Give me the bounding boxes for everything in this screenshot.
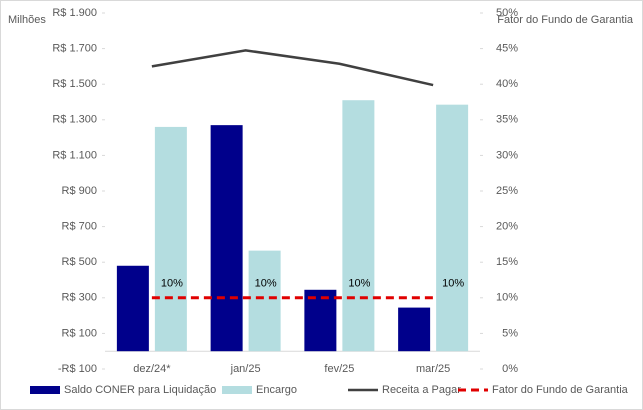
- y2-tick-label: 45%: [496, 43, 518, 55]
- y2-tick-label: 0%: [502, 363, 518, 375]
- y2-tick-label: 20%: [496, 221, 518, 233]
- data-label: 10%: [348, 278, 370, 290]
- y2-tick-label: 35%: [496, 114, 518, 126]
- y-tick-label: -R$ 100: [58, 363, 97, 375]
- bar: [116, 265, 149, 352]
- legend-label: Fator do Fundo de Garantia: [492, 384, 629, 396]
- bar: [342, 100, 375, 352]
- data-label: 10%: [161, 278, 183, 290]
- data-label: 10%: [255, 278, 277, 290]
- y2-axis-label: Fator do Fundo de Garantia: [497, 14, 634, 26]
- y-tick-label: R$ 900: [62, 185, 97, 197]
- y2-tick-label: 25%: [496, 185, 518, 197]
- legend-label: Encargo: [256, 384, 297, 396]
- y-tick-label: R$ 1.100: [52, 149, 97, 161]
- y-tick-label: R$ 1.700: [52, 43, 97, 55]
- bar: [248, 250, 281, 352]
- data-label: 10%: [442, 278, 464, 290]
- y-tick-label: R$ 1.300: [52, 114, 97, 126]
- y-tick-label: R$ 500: [62, 256, 97, 268]
- y-tick-label: R$ 100: [62, 327, 97, 339]
- y-tick-label: R$ 300: [62, 292, 97, 304]
- y2-tick-label: 50%: [496, 7, 518, 19]
- bar: [154, 126, 187, 352]
- bar: [436, 104, 469, 352]
- y-axis-label: Milhões: [8, 14, 46, 26]
- x-tick-label: dez/24*: [133, 363, 171, 375]
- x-tick-label: fev/25: [324, 363, 354, 375]
- legend-label: Saldo CONER para Liquidação: [64, 384, 216, 396]
- bar: [398, 307, 431, 352]
- legend-swatch: [30, 386, 60, 394]
- y2-tick-label: 5%: [502, 327, 518, 339]
- y-tick-label: R$ 700: [62, 221, 97, 233]
- legend-label: Receita a Pagar: [382, 384, 461, 396]
- bar: [304, 289, 337, 352]
- y2-tick-label: 30%: [496, 149, 518, 161]
- y-tick-label: R$ 1.900: [52, 7, 97, 19]
- y-tick-label: R$ 1.500: [52, 78, 97, 90]
- x-tick-label: jan/25: [230, 363, 261, 375]
- bar: [210, 125, 243, 352]
- y2-tick-label: 40%: [496, 78, 518, 90]
- y2-tick-label: 15%: [496, 256, 518, 268]
- y2-tick-label: 10%: [496, 292, 518, 304]
- legend-swatch: [222, 386, 252, 394]
- x-tick-label: mar/25: [416, 363, 450, 375]
- line: [151, 49, 434, 87]
